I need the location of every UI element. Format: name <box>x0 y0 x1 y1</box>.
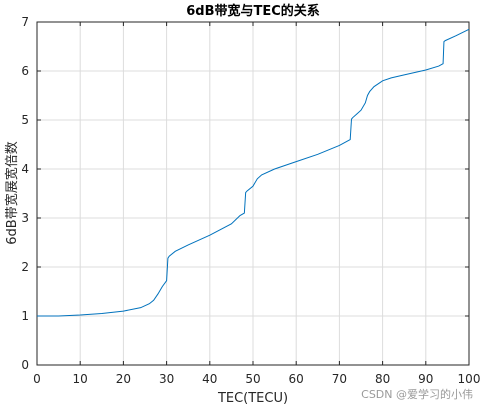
y-tick-label: 7 <box>21 15 29 29</box>
y-axis-label: 6dB带宽展宽倍数 <box>4 141 20 244</box>
y-tick-labels: 0 1 2 3 4 5 6 7 <box>21 15 29 372</box>
chart-title: 6dB带宽与TEC的关系 <box>186 3 320 19</box>
y-tick-label: 3 <box>21 211 29 225</box>
y-tick-label: 5 <box>21 113 29 127</box>
x-tick-labels: 0 10 20 30 40 50 60 70 80 90 100 <box>33 372 480 386</box>
x-tick-label: 0 <box>33 372 41 386</box>
x-tick-label: 40 <box>202 372 217 386</box>
watermark-text: CSDN @爱学习的小伟 <box>361 388 473 401</box>
x-tick-label: 60 <box>289 372 304 386</box>
x-tick-label: 100 <box>458 372 481 386</box>
y-tick-label: 6 <box>21 64 29 78</box>
x-tick-label: 10 <box>73 372 88 386</box>
series-line <box>37 28 470 317</box>
x-tick-label: 50 <box>245 372 260 386</box>
x-tick-label: 30 <box>159 372 174 386</box>
y-tick-label: 2 <box>21 260 29 274</box>
x-tick-label: 90 <box>418 372 433 386</box>
y-tick-label: 4 <box>21 162 29 176</box>
y-tick-label: 1 <box>21 309 29 323</box>
y-tick-label: 0 <box>21 358 29 372</box>
x-tick-label: 20 <box>116 372 131 386</box>
x-tick-label: 80 <box>375 372 390 386</box>
x-tick-label: 70 <box>332 372 347 386</box>
x-axis-label: TEC(TECU) <box>217 391 288 406</box>
